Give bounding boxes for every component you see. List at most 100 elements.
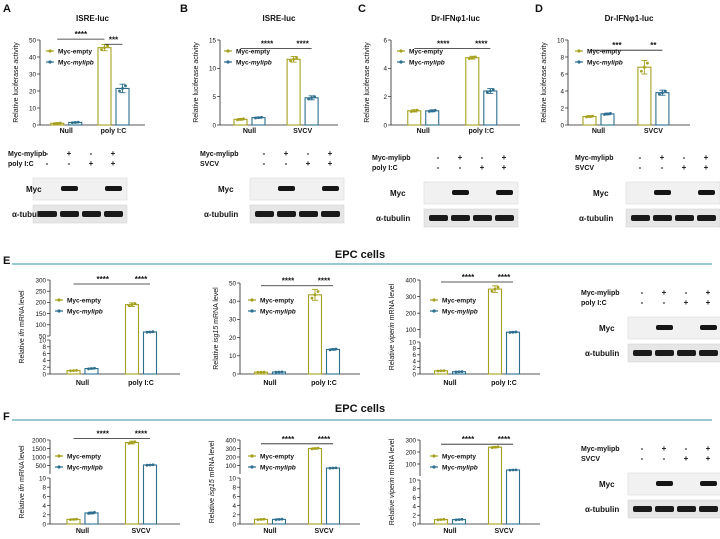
data-point xyxy=(470,56,474,60)
protein-band xyxy=(322,186,339,191)
y-tick-label: 20 xyxy=(229,335,237,342)
data-point xyxy=(70,121,74,125)
legend-marker xyxy=(250,309,254,313)
treatment-mark: + xyxy=(111,149,116,158)
bar xyxy=(286,58,301,126)
y-tick-label: 4 xyxy=(42,503,46,510)
treatment-label: poly I:C xyxy=(8,161,34,168)
bar xyxy=(487,446,503,525)
data-point xyxy=(493,445,497,449)
panel-letter-E: E xyxy=(3,255,10,267)
protein-band xyxy=(60,211,79,217)
data-point xyxy=(72,369,75,372)
y-tick-label: 50 xyxy=(29,37,37,44)
y-axis-label: Relative luciferase activity xyxy=(541,42,548,123)
label-part: mylipb xyxy=(73,60,94,67)
label-part: Myc-empty xyxy=(442,298,476,305)
y-tick-label: 10 xyxy=(409,339,417,346)
sig-label: **** xyxy=(282,277,295,286)
sig-label: **** xyxy=(135,275,148,284)
bar xyxy=(84,512,99,525)
band-label: Myc xyxy=(218,185,234,194)
legend-marker xyxy=(57,309,61,313)
protein-band xyxy=(61,186,78,191)
data-point xyxy=(490,446,494,450)
label-part: Relative xyxy=(213,343,220,370)
y-tick-label: 0 xyxy=(412,371,416,378)
protein-band xyxy=(38,211,57,217)
data-point xyxy=(664,89,667,93)
data-point xyxy=(256,370,260,374)
data-point xyxy=(430,109,434,113)
data-point xyxy=(55,121,59,125)
sig-label: **** xyxy=(97,430,110,439)
y-tick-label: 5 xyxy=(212,94,216,101)
data-point xyxy=(145,330,149,334)
legend-label: Myc-empty xyxy=(442,454,476,461)
data-point xyxy=(274,518,278,522)
data-point xyxy=(412,109,416,113)
y-axis-label: Relative ifn mRNA level xyxy=(19,290,26,364)
data-point xyxy=(69,518,72,522)
data-point xyxy=(661,91,664,95)
bar xyxy=(487,288,503,375)
bar xyxy=(655,92,670,126)
label-part: Myc-empty xyxy=(67,454,101,461)
chart-title: ISRE-luc xyxy=(76,14,109,23)
label-part: Myc-empty xyxy=(409,49,443,56)
data-point xyxy=(331,466,335,470)
legend-marker xyxy=(226,60,230,64)
label-part: mylipb xyxy=(275,309,296,316)
y-tick-label: 300 xyxy=(225,446,236,453)
data-point xyxy=(488,89,492,93)
y-tick-label: 300 xyxy=(35,277,46,284)
y-tick-label: 20 xyxy=(29,88,37,95)
label-part: Myc-mylipb xyxy=(8,151,47,158)
blot-membrane xyxy=(249,177,345,201)
legend-marker xyxy=(577,60,581,64)
y-tick-label: 10 xyxy=(39,475,47,482)
legend-label: Myc-empty xyxy=(260,454,294,461)
y-tick-label: 6 xyxy=(383,37,387,44)
treatment-label: Myc-mylipb xyxy=(200,151,239,158)
data-point xyxy=(313,447,317,450)
data-point xyxy=(606,112,609,116)
y-tick-label: 0 xyxy=(42,521,46,528)
treatment-mark: - xyxy=(641,298,644,307)
bar xyxy=(142,464,158,525)
data-point xyxy=(277,370,281,374)
band-label: Myc xyxy=(390,189,406,198)
treatment-mark: - xyxy=(685,444,688,453)
data-point xyxy=(313,293,317,297)
label-part: mRNA level xyxy=(19,445,26,484)
y-tick-label: 100 xyxy=(405,327,416,334)
legend-marker xyxy=(48,49,52,53)
data-point xyxy=(454,370,458,374)
data-point xyxy=(259,370,263,374)
protein-band xyxy=(633,506,652,512)
label-part: Myc- xyxy=(442,465,457,472)
data-point xyxy=(585,115,588,119)
label-part: Myc-empty xyxy=(260,454,294,461)
band-label: α-tubulin xyxy=(585,349,619,358)
y-tick-label: 200 xyxy=(225,454,236,461)
data-point xyxy=(151,330,155,334)
label-part: isg15 xyxy=(209,479,216,496)
bar xyxy=(407,110,422,126)
data-point xyxy=(493,287,497,291)
data-point xyxy=(277,518,281,521)
protein-band xyxy=(631,215,650,221)
data-point xyxy=(280,517,284,521)
label-part: Relative luciferase activity xyxy=(193,42,200,123)
chart-F3: 02 4 6 8 10 100 200 300 Relative viperin mRNA le… xyxy=(389,435,540,535)
label-part: Relative xyxy=(209,496,216,523)
data-point xyxy=(442,369,446,373)
protein-band xyxy=(677,506,696,512)
label-part: Myc- xyxy=(58,60,73,67)
data-point xyxy=(490,289,494,293)
label-part: poly I:C xyxy=(8,161,34,168)
treatment-mark: + xyxy=(89,159,94,168)
y-tick-label: 0 xyxy=(232,521,236,528)
data-point xyxy=(130,303,134,307)
